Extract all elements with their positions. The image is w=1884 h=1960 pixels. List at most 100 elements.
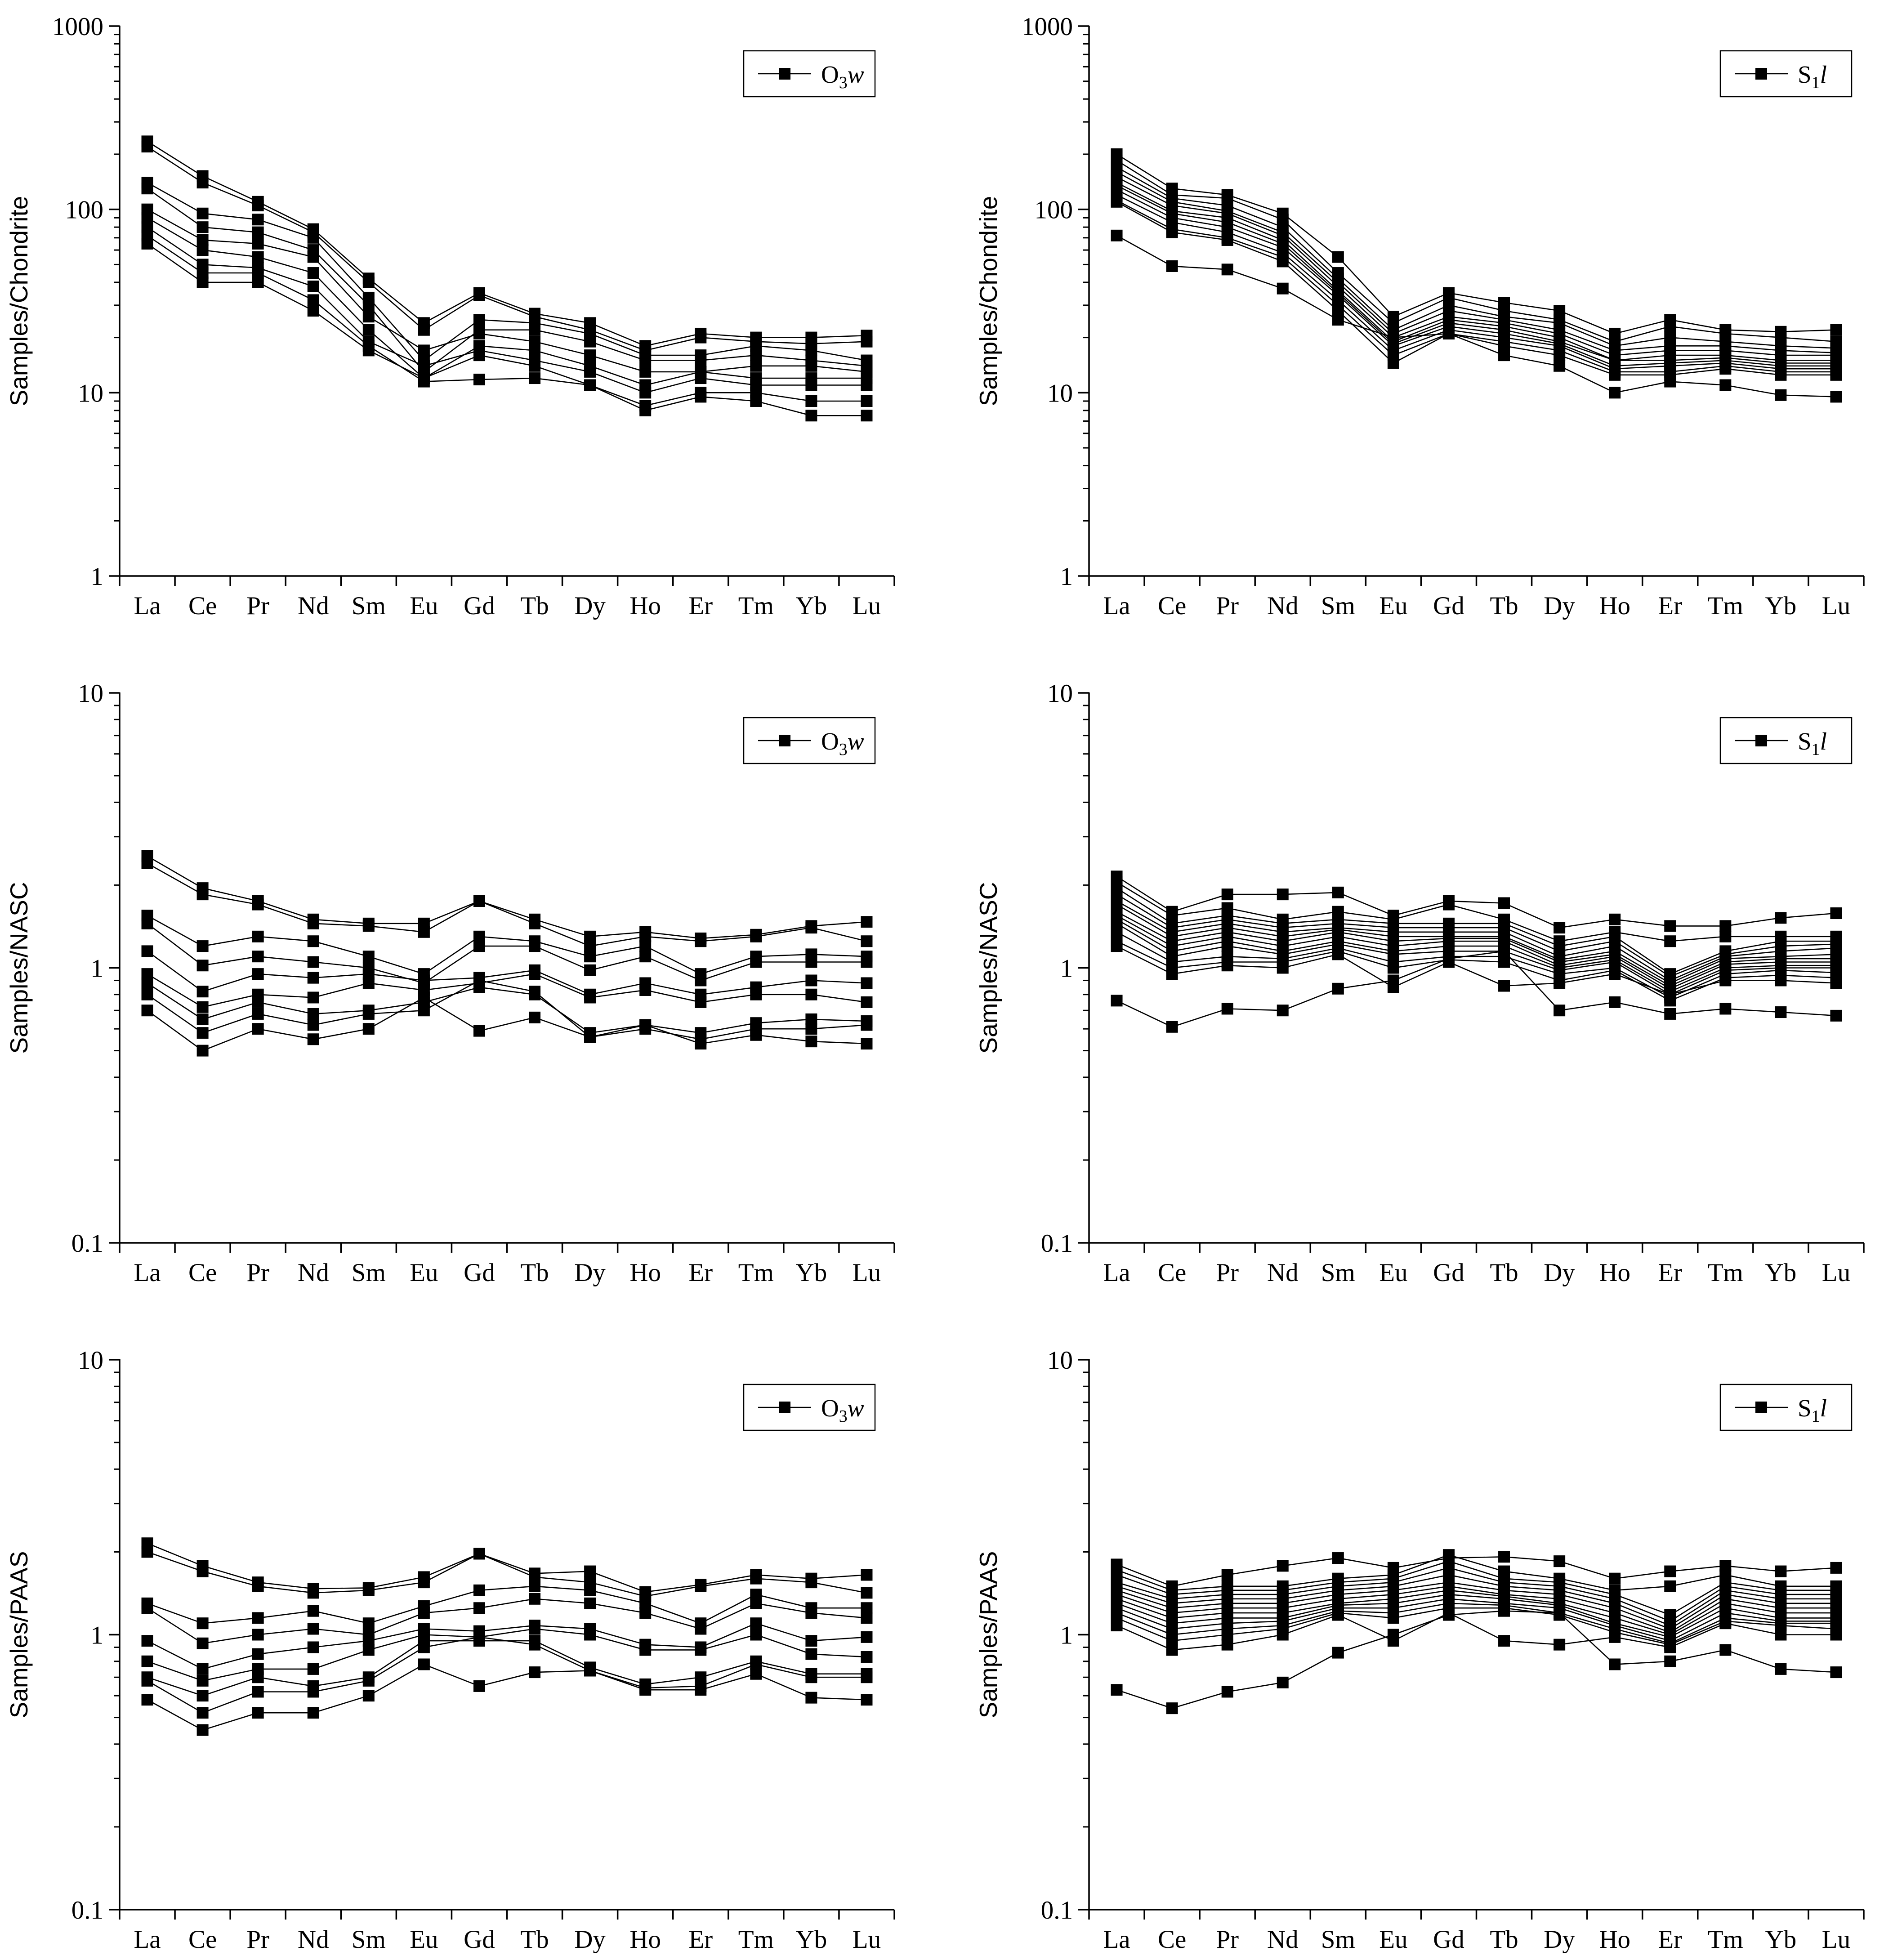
panel-3-series-5-point-nd: [307, 972, 319, 984]
panel-3-xtick-label-tm: Tm: [738, 1259, 774, 1287]
panel-1-series-7-point-yb: [805, 379, 817, 391]
panel-4-series-1-point-sm: [1332, 886, 1344, 898]
panel-3-legend-label: O3w: [821, 728, 864, 759]
panel-1-ylabel: Samples/Chondrite: [5, 196, 33, 406]
panel-1-series-2-point-la: [141, 141, 153, 153]
panel-5-series-5-point-lu: [861, 1631, 873, 1643]
panel-6-series-8-line: [1116, 1589, 1836, 1635]
panel-1-series-3-point-pr: [252, 214, 264, 226]
panel-3-series-4-point-la: [141, 917, 153, 929]
panel-3-series-8-point-sm: [362, 1008, 375, 1020]
panel-1-series-4-point-er: [695, 354, 707, 366]
panel-1-xtick-label-lu: Lu: [853, 592, 881, 620]
panel-5-series-6-point-dy: [584, 1629, 596, 1641]
panel-1-series-5-point-nd: [307, 251, 319, 263]
panel-6-xtick-label-pr: Pr: [1216, 1925, 1239, 1954]
panel-3-series-6-point-dy: [584, 991, 596, 1004]
panel-4-series-14-point-la: [1111, 995, 1123, 1007]
panel-5-series-5-point-ce: [196, 1663, 209, 1675]
panel-5-series-5-point-nd: [307, 1641, 319, 1653]
panel-2-series-12-point-tb: [1498, 349, 1510, 362]
panel-5-series-3-point-pr: [252, 1612, 264, 1624]
panel-1-series-4-point-ho: [639, 354, 652, 366]
panel-1-series-4-point-tb: [529, 324, 541, 336]
panel-6-series-14-point-ho: [1609, 1658, 1621, 1670]
panel-3-series-4-point-lu: [861, 956, 873, 968]
panel-2-series-1-line: [1116, 153, 1836, 335]
panel-5-series-9-line: [147, 1664, 867, 1731]
panel-4-series-1-point-ho: [1609, 913, 1621, 925]
panel-6-series-1-point-er: [1664, 1565, 1676, 1577]
panel-6-series-13-point-tm: [1719, 1617, 1732, 1630]
panel-5-series-2-point-tm: [750, 1572, 762, 1585]
panel-6-series-13-line: [1116, 1612, 1836, 1651]
panel-6-series-1-point-lu: [1830, 1562, 1842, 1574]
panel-5-series-3-point-tb: [529, 1580, 541, 1592]
panel-3-series-4-point-tb: [529, 940, 541, 952]
panel-5-series-2-point-la: [141, 1546, 153, 1558]
panel-1: 1 10 100 1000 La Ce Pr Nd Sm Eu Gd Tb Dy Ho Er Tm Yb Lu Sa…: [5, 13, 895, 620]
panel-1-xtick-label-tb: Tb: [520, 592, 549, 620]
panel-6-series-13-point-nd: [1277, 1629, 1289, 1641]
panel-4-xtick-label-nd: Nd: [1267, 1259, 1299, 1287]
panel-2-series-2-point-er: [1664, 320, 1676, 332]
panel-2-xtick-label-er: Er: [1658, 592, 1682, 620]
panel-1-xtick-label-eu: Eu: [410, 592, 438, 620]
panel-6-series-6-line: [1116, 1581, 1836, 1630]
panel-1-legend-marker: [779, 68, 790, 80]
panel-3-series-2-point-ce: [196, 888, 209, 901]
panel-5-series-2-line: [147, 1551, 867, 1597]
panel-3-xtick-label-gd: Gd: [464, 1259, 495, 1287]
panel-6-series-1-point-nd: [1277, 1560, 1289, 1572]
panel-6-series-14-point-eu: [1387, 1629, 1399, 1641]
panel-6-xtick-label-tb: Tb: [1490, 1925, 1518, 1954]
panel-5-series-7-point-ce: [196, 1690, 209, 1702]
panel-5-series-2-point-yb: [805, 1576, 817, 1589]
panel-1-series-3-point-yb: [805, 344, 817, 357]
panel-2-series-3-line: [1116, 166, 1836, 349]
panel-4-series-1-point-pr: [1221, 888, 1233, 901]
panel-5-series-4-point-eu: [418, 1607, 430, 1619]
panel-5-series-8-point-yb: [805, 1671, 817, 1683]
panel-5-xtick-label-nd: Nd: [298, 1925, 329, 1954]
panel-6-series-1-point-pr: [1221, 1569, 1233, 1581]
panel-3-series-8-point-nd: [307, 1019, 319, 1031]
panel-1-series-1-line: [147, 141, 867, 347]
panel-3-series-4-point-tm: [750, 956, 762, 968]
panel-6-series-13-point-lu: [1830, 1629, 1842, 1641]
panel-2-legend-marker: [1755, 68, 1767, 80]
panel-2-series-11-line: [1116, 201, 1836, 376]
panel-4-series-13-line: [1116, 945, 1836, 996]
panel-1-series-5-point-pr: [252, 237, 264, 250]
panel-3-ytick-label: 0.1: [71, 1229, 103, 1258]
panel-5-series-6-point-tm: [750, 1629, 762, 1641]
panel-3-series-9-point-ce: [196, 1045, 209, 1057]
panel-1-series-6-point-sm: [362, 324, 375, 336]
panel-3-legend-marker: [779, 735, 790, 746]
panel-3-ylabel: Samples/NASC: [5, 882, 33, 1054]
panel-5-xtick-label-dy: Dy: [574, 1925, 606, 1954]
panel-1-series-9-point-la: [141, 237, 153, 250]
panel-1-ytick-label: 100: [65, 196, 104, 224]
panel-1-series-6-point-ce: [196, 244, 209, 256]
panel-1-series-3-point-ce: [196, 207, 209, 219]
panel-5-xtick-label-lu: Lu: [853, 1925, 881, 1954]
panel-4-series-14-point-tm: [1719, 1003, 1732, 1015]
panel-1-ytick-label: 10: [78, 379, 103, 407]
panel-3-xtick-label-pr: Pr: [246, 1259, 269, 1287]
panel-3-series-6-point-ho: [639, 984, 652, 996]
panel-2-series-12-point-la: [1111, 229, 1123, 241]
panel-3-series-4-point-gd: [473, 940, 485, 952]
panel-4-series-13-point-sm: [1332, 948, 1344, 960]
panel-2-series-12-point-pr: [1221, 263, 1233, 276]
panel-3-series-3-point-dy: [584, 951, 596, 963]
panel-1-series-8-line: [147, 235, 867, 406]
panel-2-series-11-point-dy: [1554, 349, 1566, 362]
panel-5-ytick-label: 10: [78, 1346, 103, 1375]
panel-1-series-8-point-lu: [861, 395, 873, 407]
panel-5-series-4-point-dy: [584, 1597, 596, 1609]
panel-5-legend-marker: [779, 1402, 790, 1413]
panel-1-xtick-label-yb: Yb: [796, 592, 827, 620]
panel-3-series-8-point-yb: [805, 1023, 817, 1035]
panel-5-series-4-point-er: [695, 1623, 707, 1635]
